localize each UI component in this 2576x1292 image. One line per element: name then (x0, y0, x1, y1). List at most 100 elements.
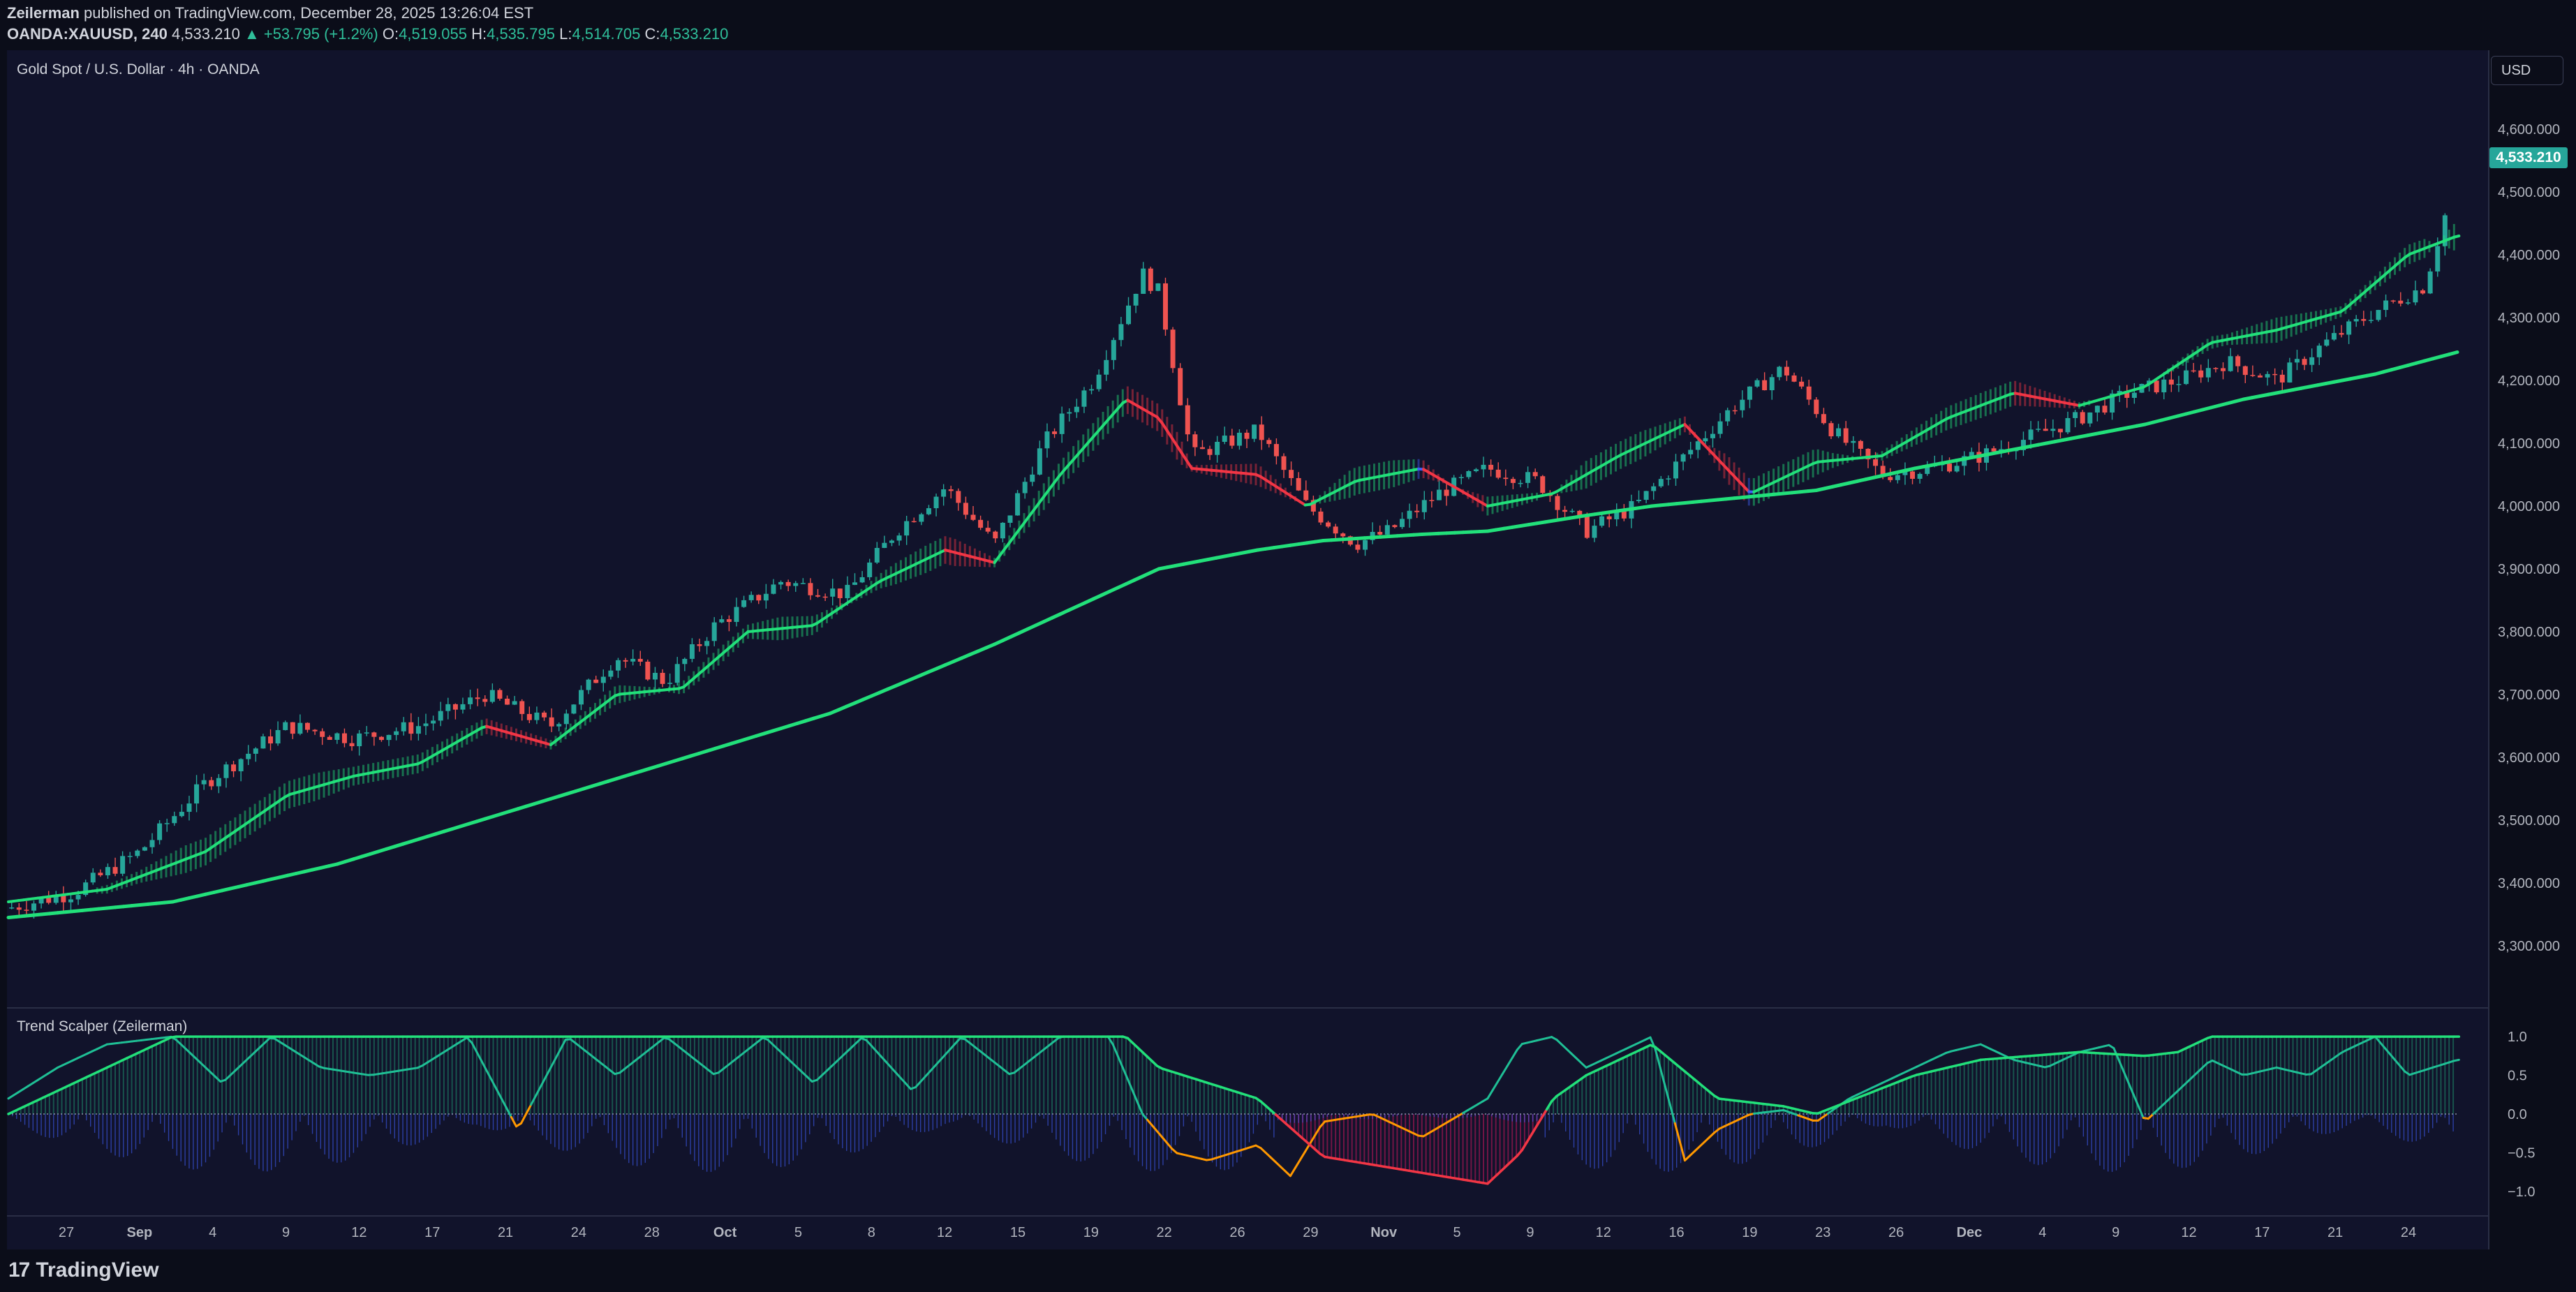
osc-fast-line (1299, 1150, 1307, 1161)
candle-up (223, 764, 229, 778)
time-tick-label: 27 (59, 1225, 74, 1240)
indicator-pane-title[interactable]: Trend Scalper (Zeilerman) (17, 1018, 188, 1034)
candle-up (682, 658, 688, 664)
candle-down (46, 898, 52, 903)
time-tick-label: 4 (209, 1225, 216, 1240)
osc-slow-line (1535, 1116, 1544, 1127)
candle-up (763, 593, 769, 601)
osc-fast-line (505, 1106, 512, 1118)
osc-slow-line (1540, 1108, 1548, 1119)
price-tick-label: 3,900.000 (2498, 562, 2560, 577)
osc-fast-line (850, 1041, 858, 1049)
osc-fast-line (2399, 1064, 2406, 1073)
candle-up (1740, 399, 1745, 410)
published-text: published on TradingView.com, December 2… (79, 4, 534, 22)
candle-up (2287, 362, 2293, 383)
candle-down (482, 699, 488, 702)
candle-up (1407, 510, 1412, 519)
candle-up (1022, 482, 1028, 493)
candle-up (1118, 324, 1124, 341)
candle-down (1162, 283, 1168, 330)
osc-fast-line (1580, 1062, 1587, 1069)
candle-down (505, 698, 510, 705)
candle-up (1236, 432, 1242, 446)
candle-down (1880, 466, 1886, 477)
osc-tick-label: −0.5 (2508, 1145, 2535, 1161)
candle-up (1399, 519, 1405, 528)
trend-line-segment (1165, 429, 1174, 440)
candle-up (600, 676, 606, 683)
candle-down (2154, 380, 2159, 393)
candle-down (1148, 268, 1153, 291)
osc-fast-line (2117, 1058, 2125, 1073)
osc-fast-line (229, 1069, 237, 1077)
candle-up (586, 679, 591, 690)
time-tick-label: Nov (1370, 1225, 1398, 1240)
osc-fast-line (2201, 1062, 2209, 1069)
osc-fast-line (253, 1046, 261, 1053)
candle-down (1784, 366, 1789, 376)
candle-down (948, 489, 954, 491)
candle-up (394, 731, 399, 735)
high-label: H: (471, 25, 487, 43)
candle-up (2161, 379, 2167, 393)
candle-down (268, 736, 274, 744)
candle-up (2324, 339, 2330, 346)
time-tick-label: 4 (2038, 1225, 2046, 1240)
osc-fast-line (836, 1055, 843, 1063)
candle-up (512, 701, 517, 705)
osc-fast-line (2157, 1104, 2165, 1111)
osc-fast-line (894, 1071, 902, 1080)
candle-down (963, 503, 968, 515)
candle-up (186, 803, 192, 812)
candle-down (408, 722, 414, 734)
candle-up (2331, 333, 2337, 340)
candle-down (1555, 496, 1560, 510)
chart-area[interactable] (7, 50, 2489, 1249)
candle-down (2043, 429, 2048, 431)
price-tick-label: 4,400.000 (2498, 248, 2560, 263)
time-tick-label: 21 (2327, 1225, 2343, 1240)
candle-up (1473, 469, 1479, 471)
candle-up (859, 577, 865, 583)
candle-up (1421, 500, 1427, 512)
candle-up (896, 535, 902, 541)
candle-down (371, 732, 377, 737)
candle-up (1599, 516, 1605, 526)
candle-up (571, 704, 577, 714)
time-tick-label: 5 (1453, 1225, 1460, 1240)
osc-fast-line (1689, 1150, 1696, 1157)
osc-fast-line (786, 1057, 794, 1064)
symbol-label[interactable]: OANDA:XAUUSD, 240 (7, 25, 168, 43)
candle-up (2020, 440, 2026, 450)
candle-up (460, 704, 466, 710)
tradingview-brand[interactable]: 17 TradingView (8, 1258, 159, 1282)
candle-up (734, 607, 739, 623)
candle-up (1614, 511, 1620, 519)
candle-up (578, 690, 584, 705)
publisher-name[interactable]: Zeilerman (7, 4, 80, 22)
osc-fast-line (189, 1052, 197, 1060)
candle-down (320, 731, 325, 737)
candle-down (1296, 477, 1301, 491)
osc-fast-line (2182, 1080, 2189, 1087)
osc-fast-line (801, 1071, 808, 1078)
osc-fast-line (466, 1037, 473, 1044)
time-tick-label: 9 (282, 1225, 290, 1240)
candle-up (31, 903, 36, 911)
osc-fast-line (1491, 1081, 1499, 1092)
candle-down (1799, 381, 1805, 387)
baseline-segment (2447, 350, 2459, 357)
candle-up (689, 644, 695, 659)
candle-up (1363, 540, 1368, 550)
currency-button[interactable]: USD (2491, 56, 2563, 85)
osc-fast-line (490, 1078, 498, 1091)
candle-up (194, 784, 200, 804)
candle-up (9, 907, 15, 909)
candle-down (209, 780, 214, 787)
osc-fast-line (234, 1064, 242, 1072)
candle-up (1015, 493, 1021, 516)
osc-fast-line (767, 1039, 774, 1046)
osc-fast-line (880, 1055, 887, 1063)
